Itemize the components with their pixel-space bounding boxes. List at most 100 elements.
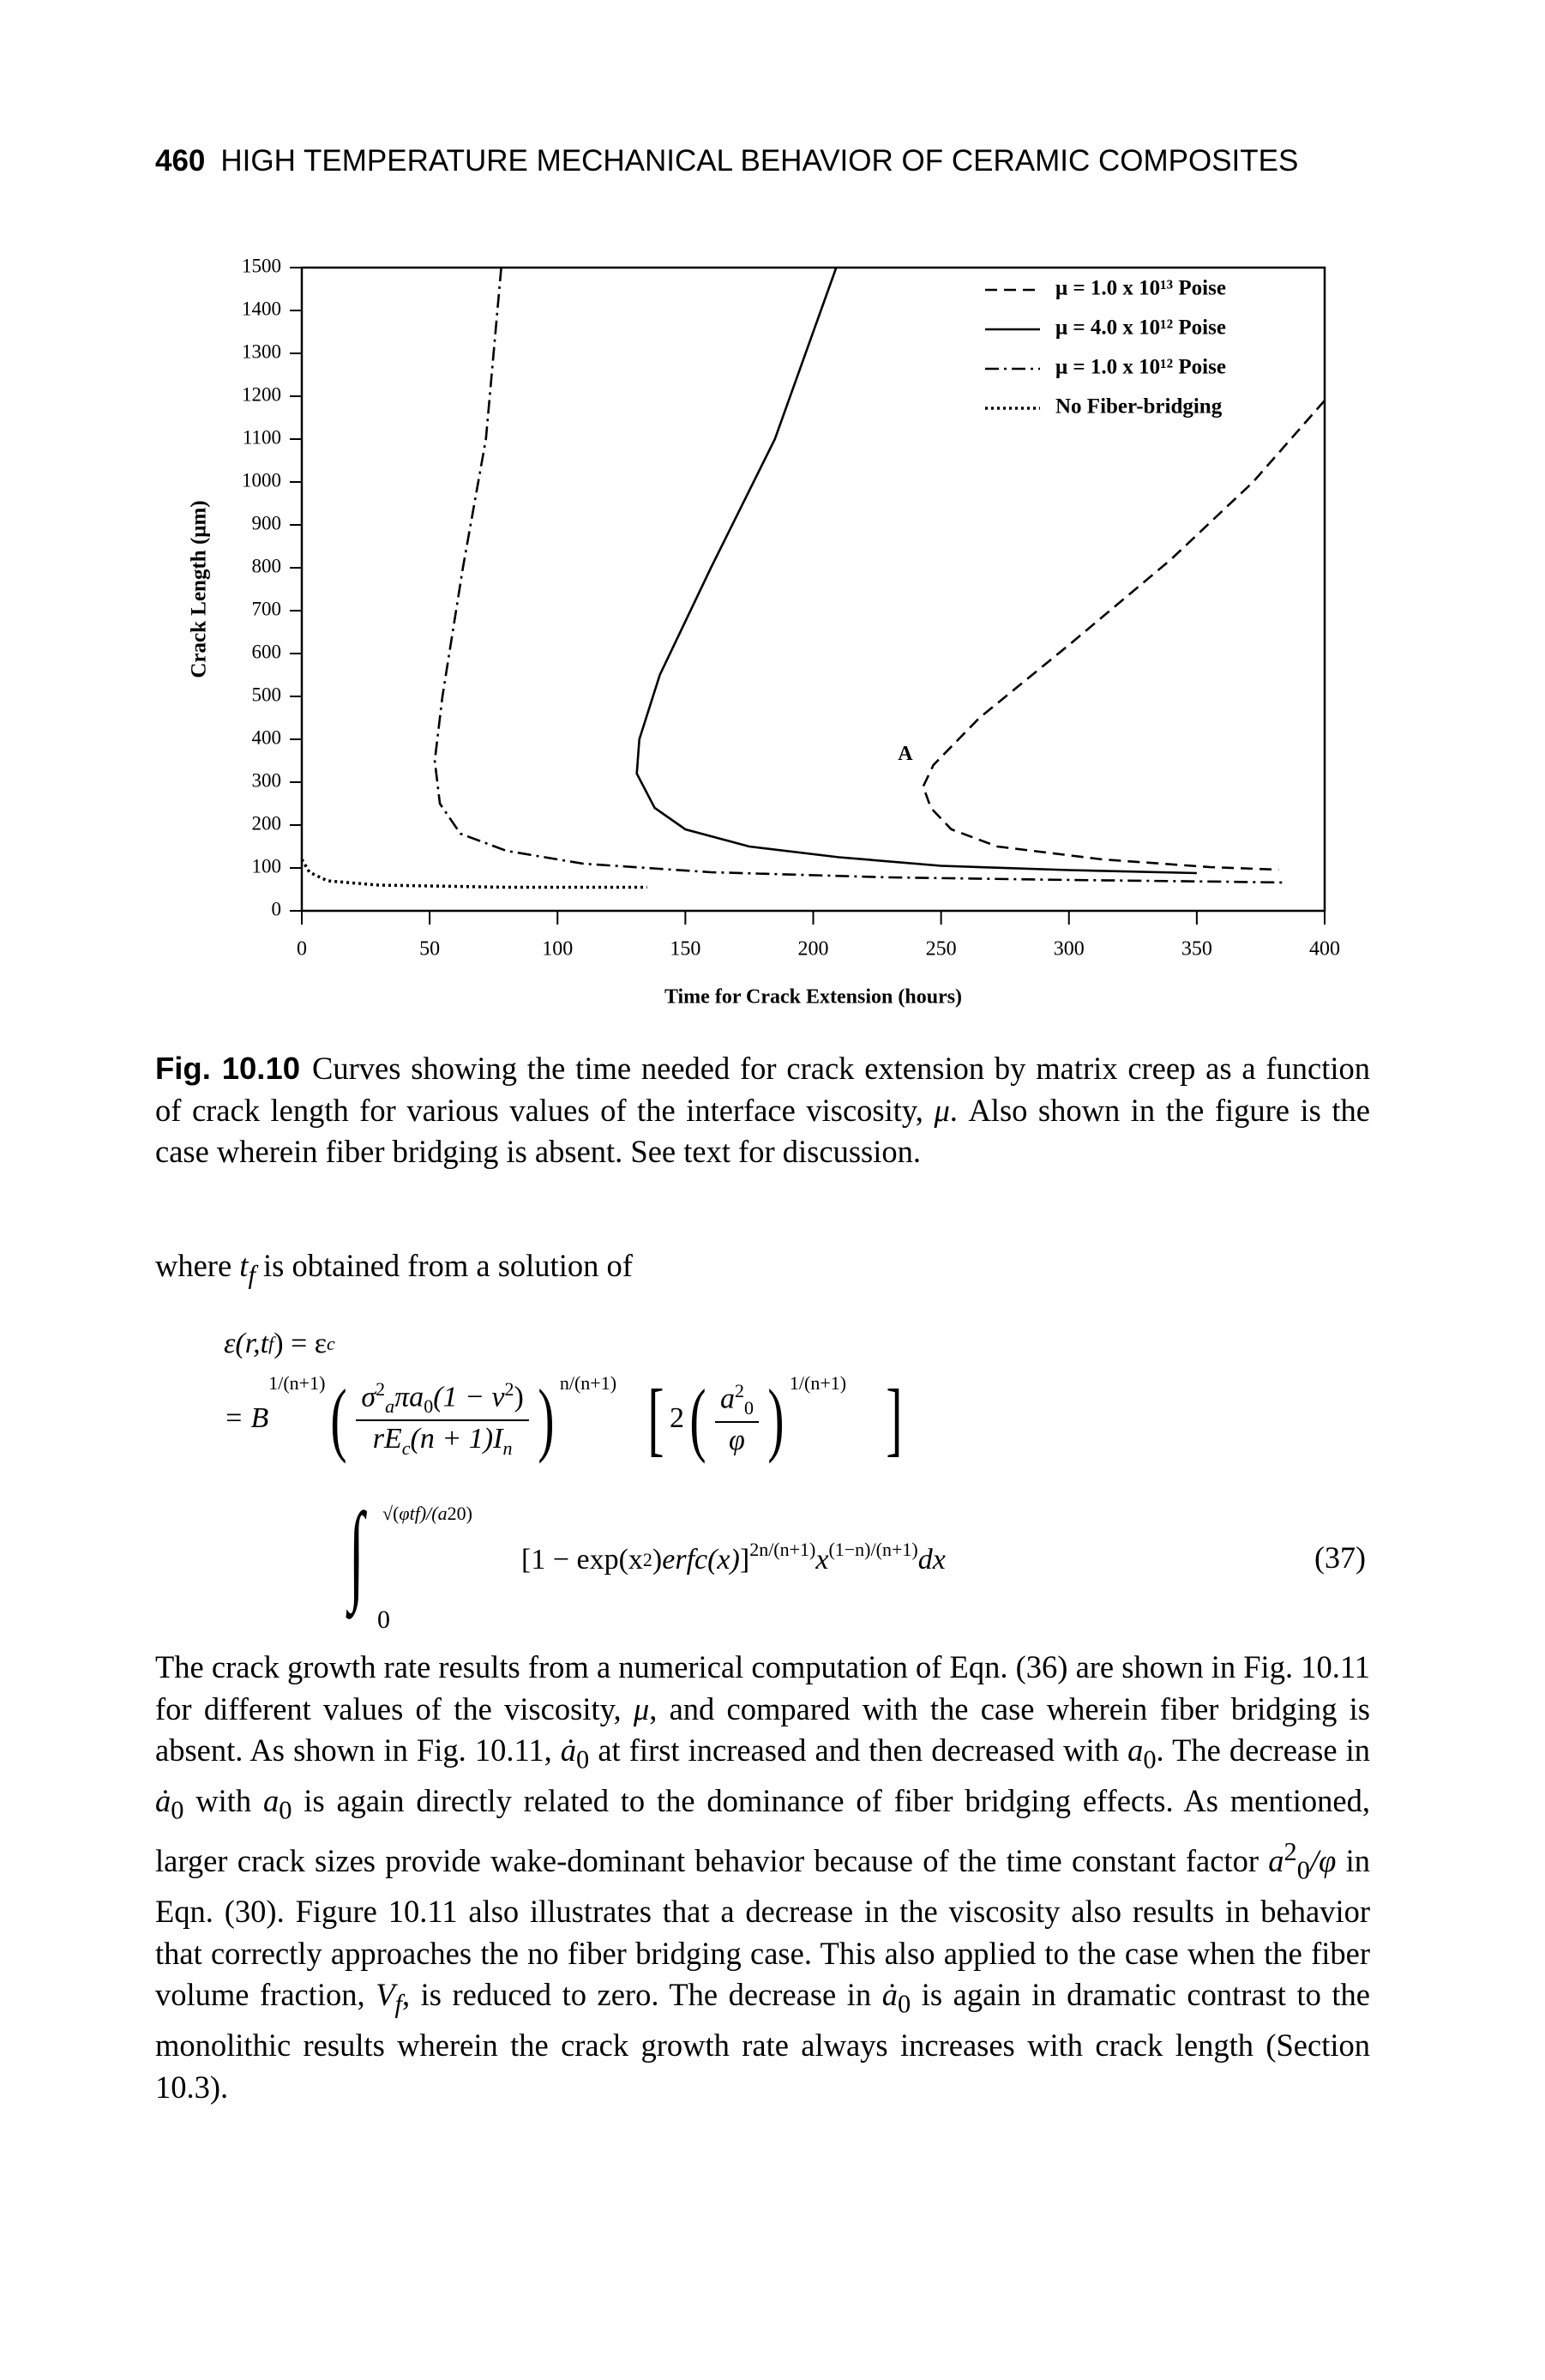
- text-run: c: [401, 1437, 411, 1459]
- layout: (: [689, 1372, 706, 1464]
- y-tick-label: 1000: [242, 469, 281, 491]
- text-run: 2: [447, 1503, 457, 1524]
- layout: ]: [886, 1372, 903, 1464]
- text-run: ): [652, 1544, 663, 1576]
- text-run: 2: [642, 1549, 652, 1570]
- integral-sign: ∫: [348, 1491, 364, 1614]
- text-run: (1−n)/(n+1): [828, 1539, 918, 1560]
- x-axis-label: Time for Crack Extension (hours): [664, 986, 962, 1009]
- text-run: ) = ε: [274, 1328, 328, 1359]
- series-line: [635, 267, 1197, 875]
- text-run: a: [719, 1383, 735, 1415]
- y-axis-label: Crack Length (μm): [188, 500, 211, 678]
- text-run: 0: [743, 1397, 754, 1419]
- text-run: ȧ: [881, 1977, 898, 2013]
- text-run: a: [385, 1395, 395, 1417]
- text-run: , and compared with the case wherein fib…: [155, 1690, 1371, 1768]
- x-tick-label: 0: [297, 938, 307, 961]
- text-run: V: [376, 1977, 395, 2013]
- layout: f: [248, 1260, 255, 1289]
- page-number: 460: [155, 144, 206, 178]
- text-run: x: [815, 1544, 829, 1576]
- text-run: φ: [729, 1425, 745, 1457]
- y-tick-label: 100: [252, 855, 282, 877]
- text-run: μ: [934, 1092, 950, 1128]
- text-run: f: [414, 1503, 420, 1524]
- series-line: [433, 267, 1284, 884]
- text-run: 1/(n+1): [789, 1372, 847, 1394]
- x-tick-label: 50: [419, 938, 440, 961]
- y-tick-label: 900: [252, 512, 282, 533]
- layout: ): [538, 1372, 555, 1464]
- running-header: 460 HIGH TEMPERATURE MECHANICAL BEHAVIOR …: [155, 144, 1298, 178]
- text-run: . Also shown in the figure is the case w…: [155, 1092, 1371, 1170]
- y-tick-label: 800: [252, 555, 282, 576]
- y-tick-label: 1300: [242, 340, 281, 362]
- text-run: ): [466, 1503, 472, 1524]
- text-run: ȧ: [155, 1783, 171, 1819]
- text-run: ε(r,t: [224, 1328, 269, 1359]
- layout: a20: [714, 1379, 759, 1424]
- text-run: 0: [1143, 1744, 1157, 1774]
- text-run: ): [514, 1380, 524, 1413]
- text-run: [1 − exp(x: [521, 1544, 643, 1576]
- layout: ): [767, 1372, 785, 1464]
- y-tick-label: 600: [252, 641, 282, 662]
- text-run: σ: [361, 1380, 376, 1413]
- text-run: erfc(x): [662, 1544, 740, 1576]
- body-paragraph: The crack growth rate results from a num…: [155, 1647, 1370, 2108]
- layout: σ2aπa0(1 − ν2) rEc(n + 1)In: [356, 1378, 529, 1460]
- y-tick-label: 1400: [242, 298, 281, 319]
- text-run: √(: [382, 1503, 400, 1524]
- text-run: ]: [739, 1544, 750, 1576]
- text-run: a: [263, 1783, 280, 1819]
- y-tick-label: 400: [252, 726, 282, 748]
- equation-line: = B 1/(n+1) ( σ2aπa0(1 − ν2) rEc(n + 1)In …: [224, 1372, 908, 1464]
- series-line: [922, 400, 1326, 871]
- y-tick-label: 300: [252, 769, 282, 791]
- text-run: 0: [171, 1795, 184, 1825]
- y-tick-label: 700: [252, 598, 282, 619]
- equation-number: (37): [1314, 1540, 1366, 1575]
- text-run: πa: [394, 1380, 424, 1413]
- legend-label: μ = 1.0 x 10¹² Poise: [1055, 356, 1226, 379]
- legend-label: μ = 4.0 x 10¹² Poise: [1055, 316, 1226, 340]
- text-run: f: [394, 1989, 402, 2019]
- text-run: = B: [224, 1402, 269, 1434]
- text-run: c: [327, 1333, 335, 1354]
- y-tick-label: 0: [272, 898, 282, 919]
- y-tick-label: 1200: [242, 383, 281, 405]
- running-title: HIGH TEMPERATURE MECHANICAL BEHAVIOR OF …: [220, 144, 1299, 178]
- text-run: where: [155, 1248, 240, 1283]
- text-run: 0: [1296, 1855, 1310, 1885]
- x-tick-label: 350: [1181, 938, 1212, 961]
- text-run: f: [268, 1333, 274, 1354]
- layout: f: [415, 1503, 420, 1525]
- layout: φ: [724, 1423, 750, 1457]
- y-tick-label: 500: [252, 684, 282, 705]
- annotation: A: [898, 743, 913, 765]
- series-line: [300, 859, 647, 889]
- text-run: . The decrease in: [1156, 1732, 1370, 1768]
- text-run: in Eqn. (30). Figure 10.11 also illustra…: [155, 1843, 1370, 2013]
- text-run: 0: [897, 1989, 911, 2019]
- caption-label: Fig. 10.10: [155, 1051, 301, 1086]
- equation-line: [1 − exp(x 2) erfc(x)] 2n/(n+1) x (1−n)/(n+1…: [521, 1539, 946, 1576]
- x-tick-label: 100: [542, 938, 573, 961]
- text-run: (n + 1)I: [410, 1422, 503, 1455]
- x-tick-label: 400: [1309, 938, 1340, 961]
- text-run: a: [1268, 1843, 1284, 1879]
- text-run: The crack growth rate results from a num…: [155, 1649, 1370, 1726]
- text-run: a: [1127, 1732, 1144, 1768]
- text-run: ȧ: [560, 1732, 577, 1768]
- text-run: 2: [669, 1402, 684, 1434]
- y-tick-label: 1500: [242, 255, 281, 276]
- layout: a: [385, 1395, 394, 1417]
- text-run: 2: [734, 1379, 744, 1401]
- x-tick-label: 250: [926, 938, 957, 961]
- text-run: 2n/(n+1): [749, 1539, 816, 1560]
- layout: f: [268, 1333, 274, 1355]
- lower-limit: 0: [377, 1606, 390, 1634]
